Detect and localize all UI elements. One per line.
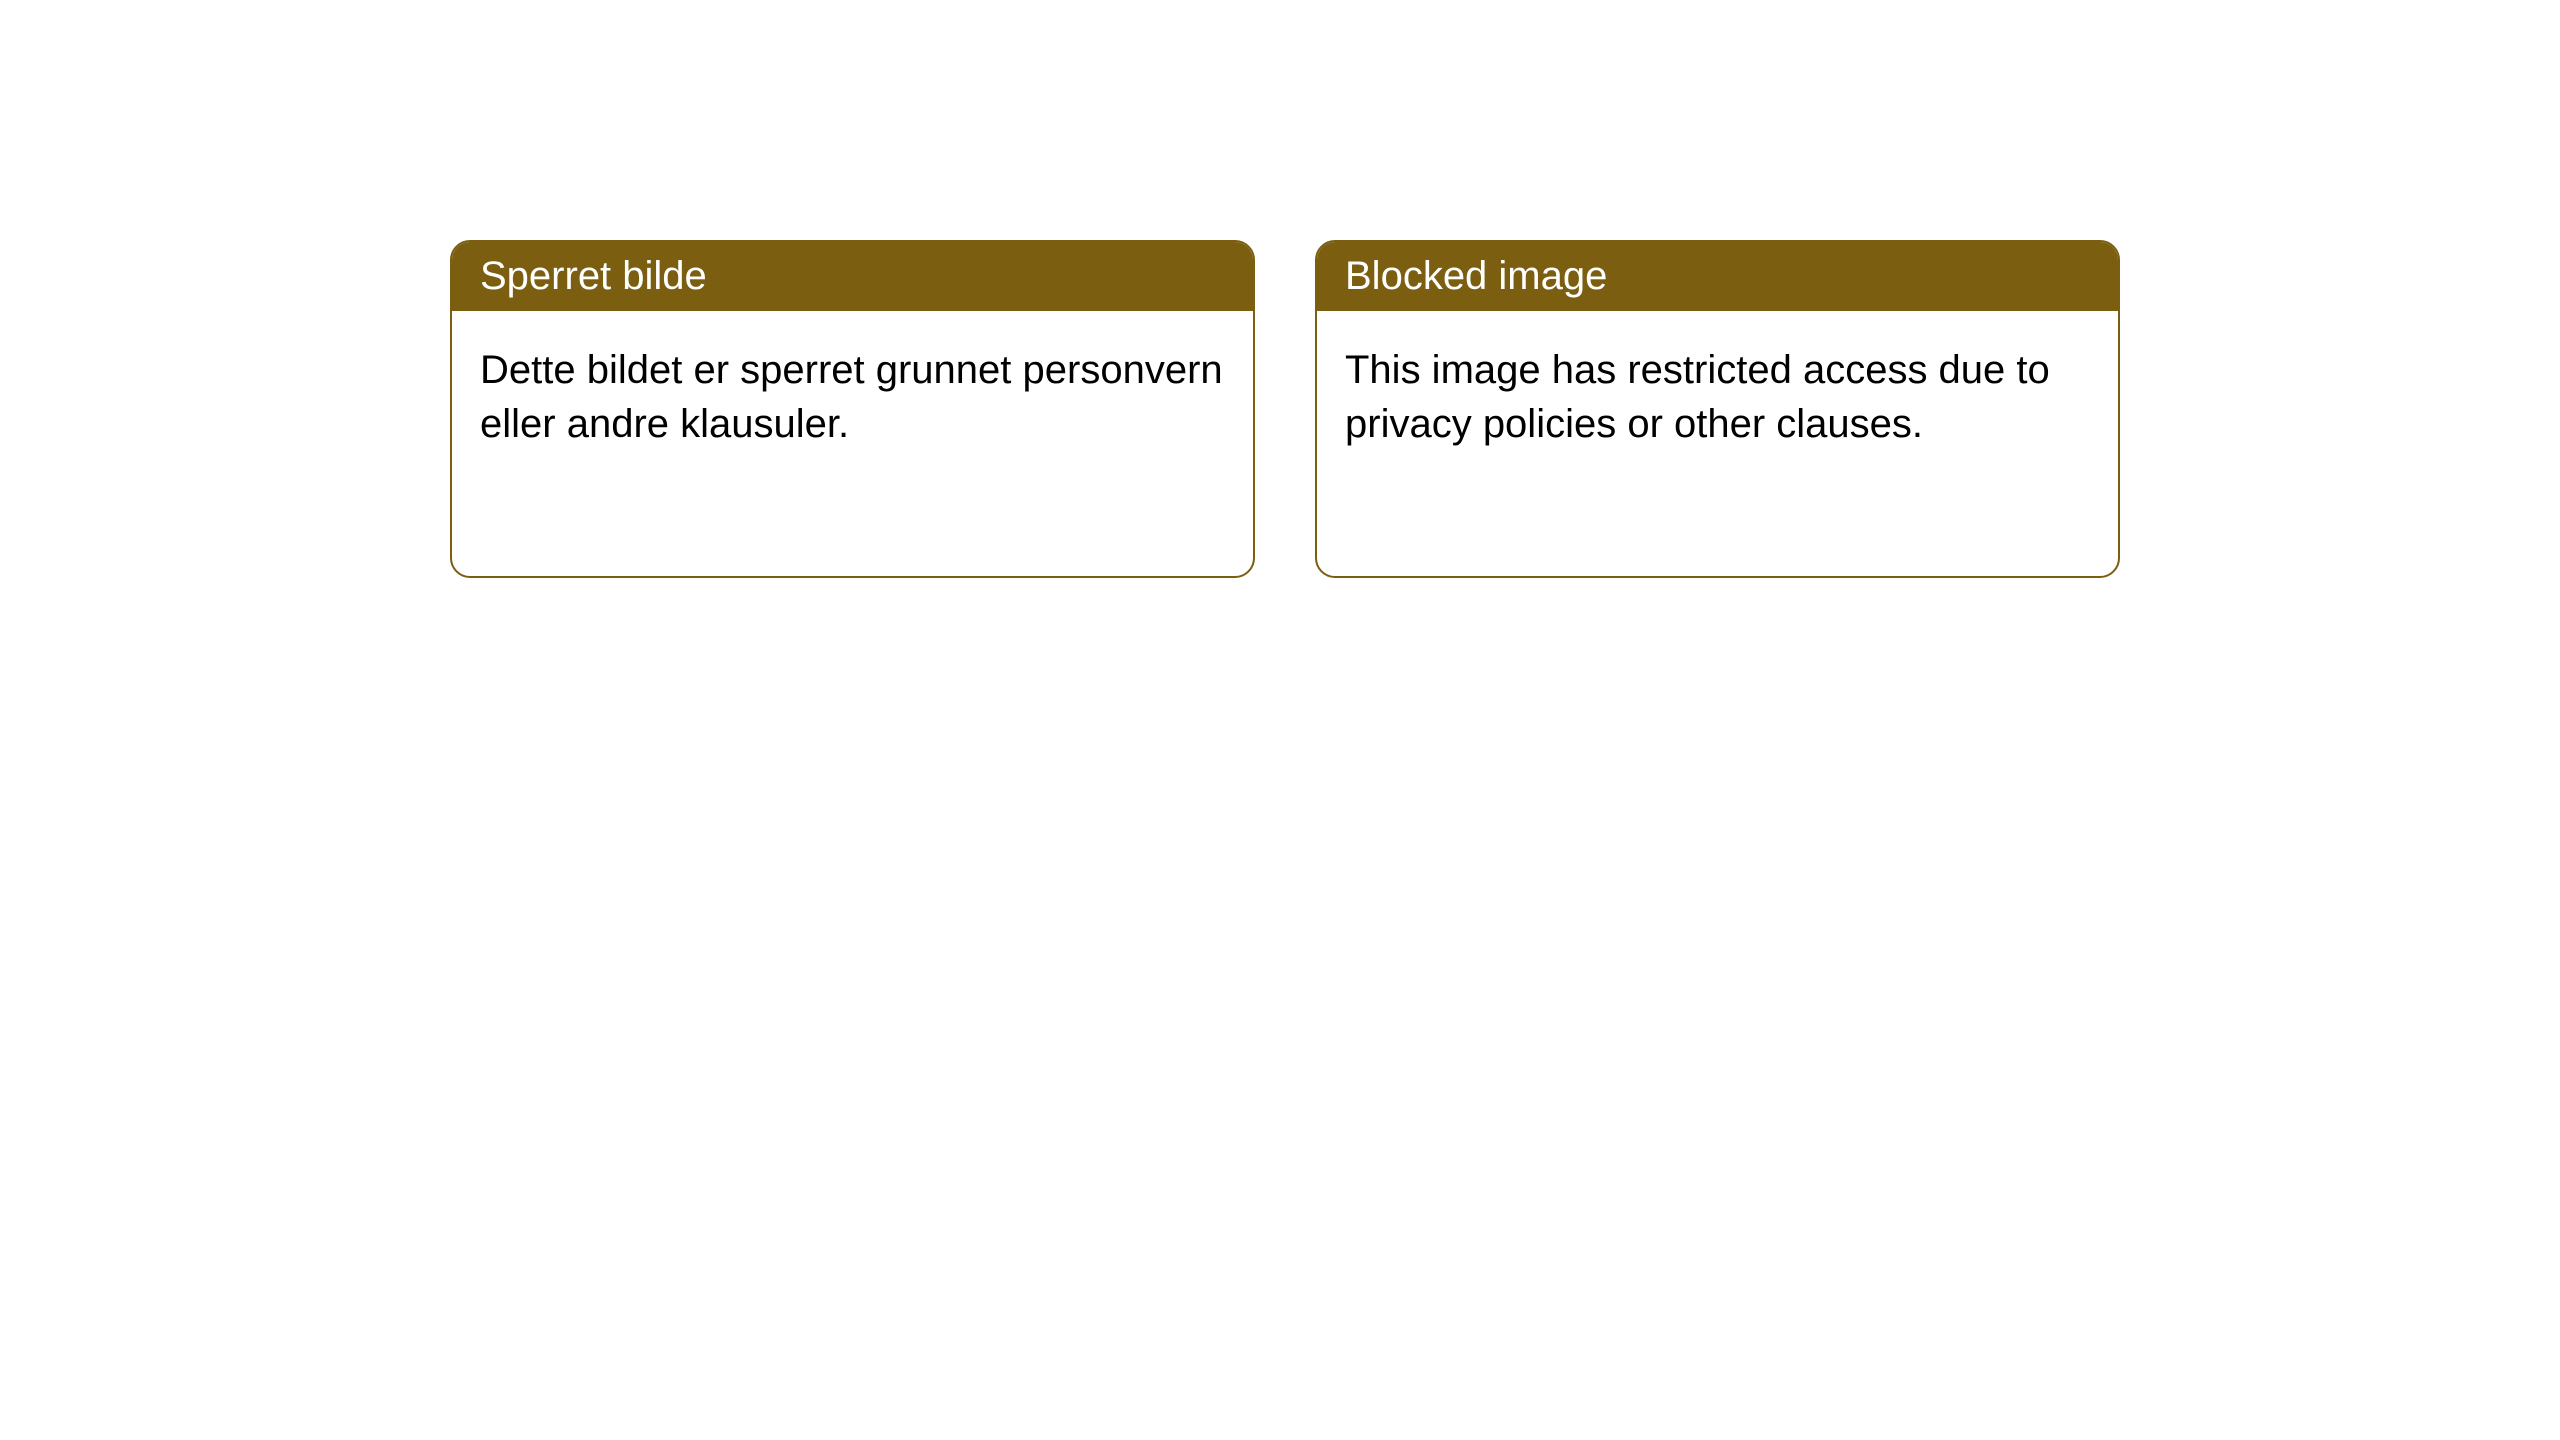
notice-card-english: Blocked image This image has restricted … (1315, 240, 2120, 578)
card-title: Sperret bilde (480, 254, 707, 298)
card-header: Sperret bilde (452, 242, 1253, 311)
notice-card-norwegian: Sperret bilde Dette bildet er sperret gr… (450, 240, 1255, 578)
card-body: This image has restricted access due to … (1317, 311, 2118, 483)
card-header: Blocked image (1317, 242, 2118, 311)
card-body-text: This image has restricted access due to … (1345, 348, 2050, 446)
card-body-text: Dette bildet er sperret grunnet personve… (480, 348, 1223, 446)
notice-cards-container: Sperret bilde Dette bildet er sperret gr… (450, 240, 2120, 578)
card-body: Dette bildet er sperret grunnet personve… (452, 311, 1253, 483)
card-title: Blocked image (1345, 254, 1607, 298)
